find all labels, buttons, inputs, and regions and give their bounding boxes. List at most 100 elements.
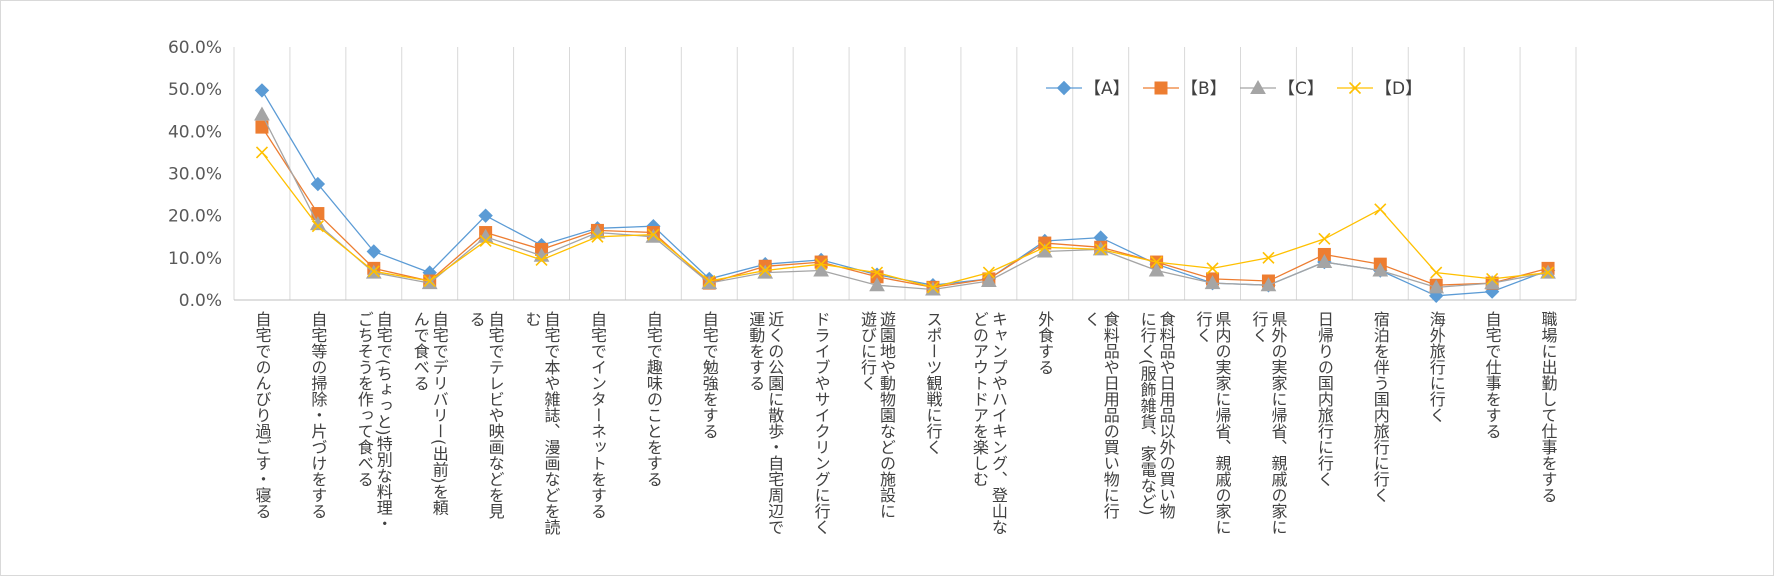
data-point (477, 228, 494, 243)
y-tick-label: 30.0% (168, 165, 222, 185)
category-label: 自宅で(ちょっと)特別な料理・ごちそうを作って食べる (355, 311, 393, 531)
category-label-line: 外食する (1035, 311, 1054, 375)
x-marker-stroke (1541, 266, 1555, 279)
category-label-line: 運動をする (746, 311, 765, 391)
category-label: 宿泊を伴う国内旅行に行く (1371, 311, 1390, 503)
category-label: 日帰りの国内旅行に行く (1315, 311, 1334, 487)
data-point (479, 234, 492, 248)
x-marker-stroke (423, 274, 436, 288)
y-tick-label: 0.0% (179, 291, 222, 311)
data-point (1204, 275, 1221, 290)
data-point (870, 266, 884, 279)
x-marker-stroke (870, 266, 884, 279)
category-label-line: 自宅で本や雑誌、漫画などを読 (542, 311, 561, 535)
legend-item-4: 【D】 (1337, 79, 1422, 99)
x-marker-stroke (1318, 232, 1331, 245)
legend-item-2: 【B】 (1143, 79, 1227, 99)
data-point (589, 224, 606, 239)
category-label-line: に行く(服飾雑貨、家電など) (1138, 311, 1157, 515)
category-label-line: キャンプやハイキング、登山な (989, 311, 1008, 535)
y-tick-label: 50.0% (168, 80, 222, 100)
category-label-line: スポーツ観戦に行く (923, 311, 942, 455)
data-point (366, 244, 381, 259)
x-marker-stroke (982, 266, 995, 279)
data-point (1428, 279, 1445, 294)
legend-label: 【A】 (1084, 79, 1130, 99)
legend-marker (1250, 79, 1266, 94)
x-marker-stroke (1206, 262, 1219, 275)
data-point (1374, 203, 1387, 216)
y-tick-label: 20.0% (168, 207, 222, 227)
x-marker-stroke (1374, 203, 1387, 216)
data-point (1262, 251, 1275, 264)
category-label-line: ドライブやサイクリングに行く (812, 311, 831, 535)
category-label-line: 自宅でテレビや映画などを見 (486, 311, 505, 520)
category-label: 自宅で仕事をする (1483, 311, 1502, 439)
legend-label: 【C】 (1278, 79, 1324, 99)
category-labels: 自宅でのんびり過ごす・寝る 自宅等の掃除・片づけをする 自宅で(ちょっと)特別な料理… (252, 311, 1557, 535)
category-label: 自宅で勉強をする (700, 311, 719, 439)
category-label-line: ごちそうを作って食べる (355, 311, 374, 487)
category-label-line: 宿泊を伴う国内旅行に行く (1371, 311, 1390, 503)
category-label-line: 食料品や日用品以外の買い物 (1157, 311, 1176, 520)
x-marker-stroke (703, 274, 716, 288)
series-4 (255, 146, 1555, 294)
y-tick-label: 60.0% (168, 38, 222, 58)
x-marker-stroke (1486, 272, 1499, 285)
data-point (1148, 262, 1165, 277)
legend-item-3: 【C】 (1240, 79, 1324, 99)
data-point (254, 106, 270, 121)
x-marker-stroke (255, 146, 269, 159)
data-point (1206, 262, 1219, 275)
data-point (703, 274, 716, 288)
category-label-line: 自宅でのんびり過ごす・寝る (252, 311, 271, 519)
y-tick-label: 40.0% (168, 122, 222, 142)
data-point (926, 281, 940, 294)
data-point (813, 262, 829, 277)
series-line (261, 152, 1549, 289)
category-label-line: 自宅で(ちょっと)特別な料理・ (374, 311, 393, 531)
data-point (310, 176, 326, 192)
x-marker-stroke (647, 228, 660, 241)
legend-label: 【B】 (1181, 79, 1227, 99)
x-marker-stroke (479, 234, 492, 248)
x-marker-stroke (535, 253, 548, 267)
data-point (1038, 241, 1051, 254)
category-label: ドライブやサイクリングに行く (812, 311, 831, 535)
data-point (254, 83, 270, 98)
data-point (982, 266, 995, 279)
category-label-line: 遊びに行く (858, 311, 877, 391)
category-label: 外食する (1035, 311, 1054, 375)
data-point (1318, 232, 1331, 245)
category-label: 自宅でインターネットをする (588, 311, 607, 519)
legend-marker (1154, 81, 1168, 95)
category-label-line: 行く (1249, 311, 1268, 343)
x-marker-stroke (591, 230, 604, 243)
data-point (1094, 243, 1107, 256)
category-label-line: 自宅等の掃除・片づけをする (308, 311, 327, 519)
data-point (255, 146, 269, 159)
data-point (1372, 262, 1389, 277)
category-label: 職場に出勤して仕事をする (1539, 311, 1558, 503)
category-label: スポーツ観戦に行く (923, 311, 942, 455)
data-point (478, 208, 493, 223)
category-label-line: 遊園地や動物園などの施設に (877, 311, 896, 519)
data-point (423, 274, 436, 288)
category-label-line: む (523, 311, 542, 327)
category-label: 海外旅行に行く (1427, 311, 1446, 423)
x-marker-stroke (926, 281, 940, 294)
category-label: 自宅で趣味のことをする (644, 311, 663, 487)
data-point (367, 265, 380, 278)
data-point (647, 228, 660, 241)
category-label-line: 自宅で勉強をする (700, 311, 719, 439)
